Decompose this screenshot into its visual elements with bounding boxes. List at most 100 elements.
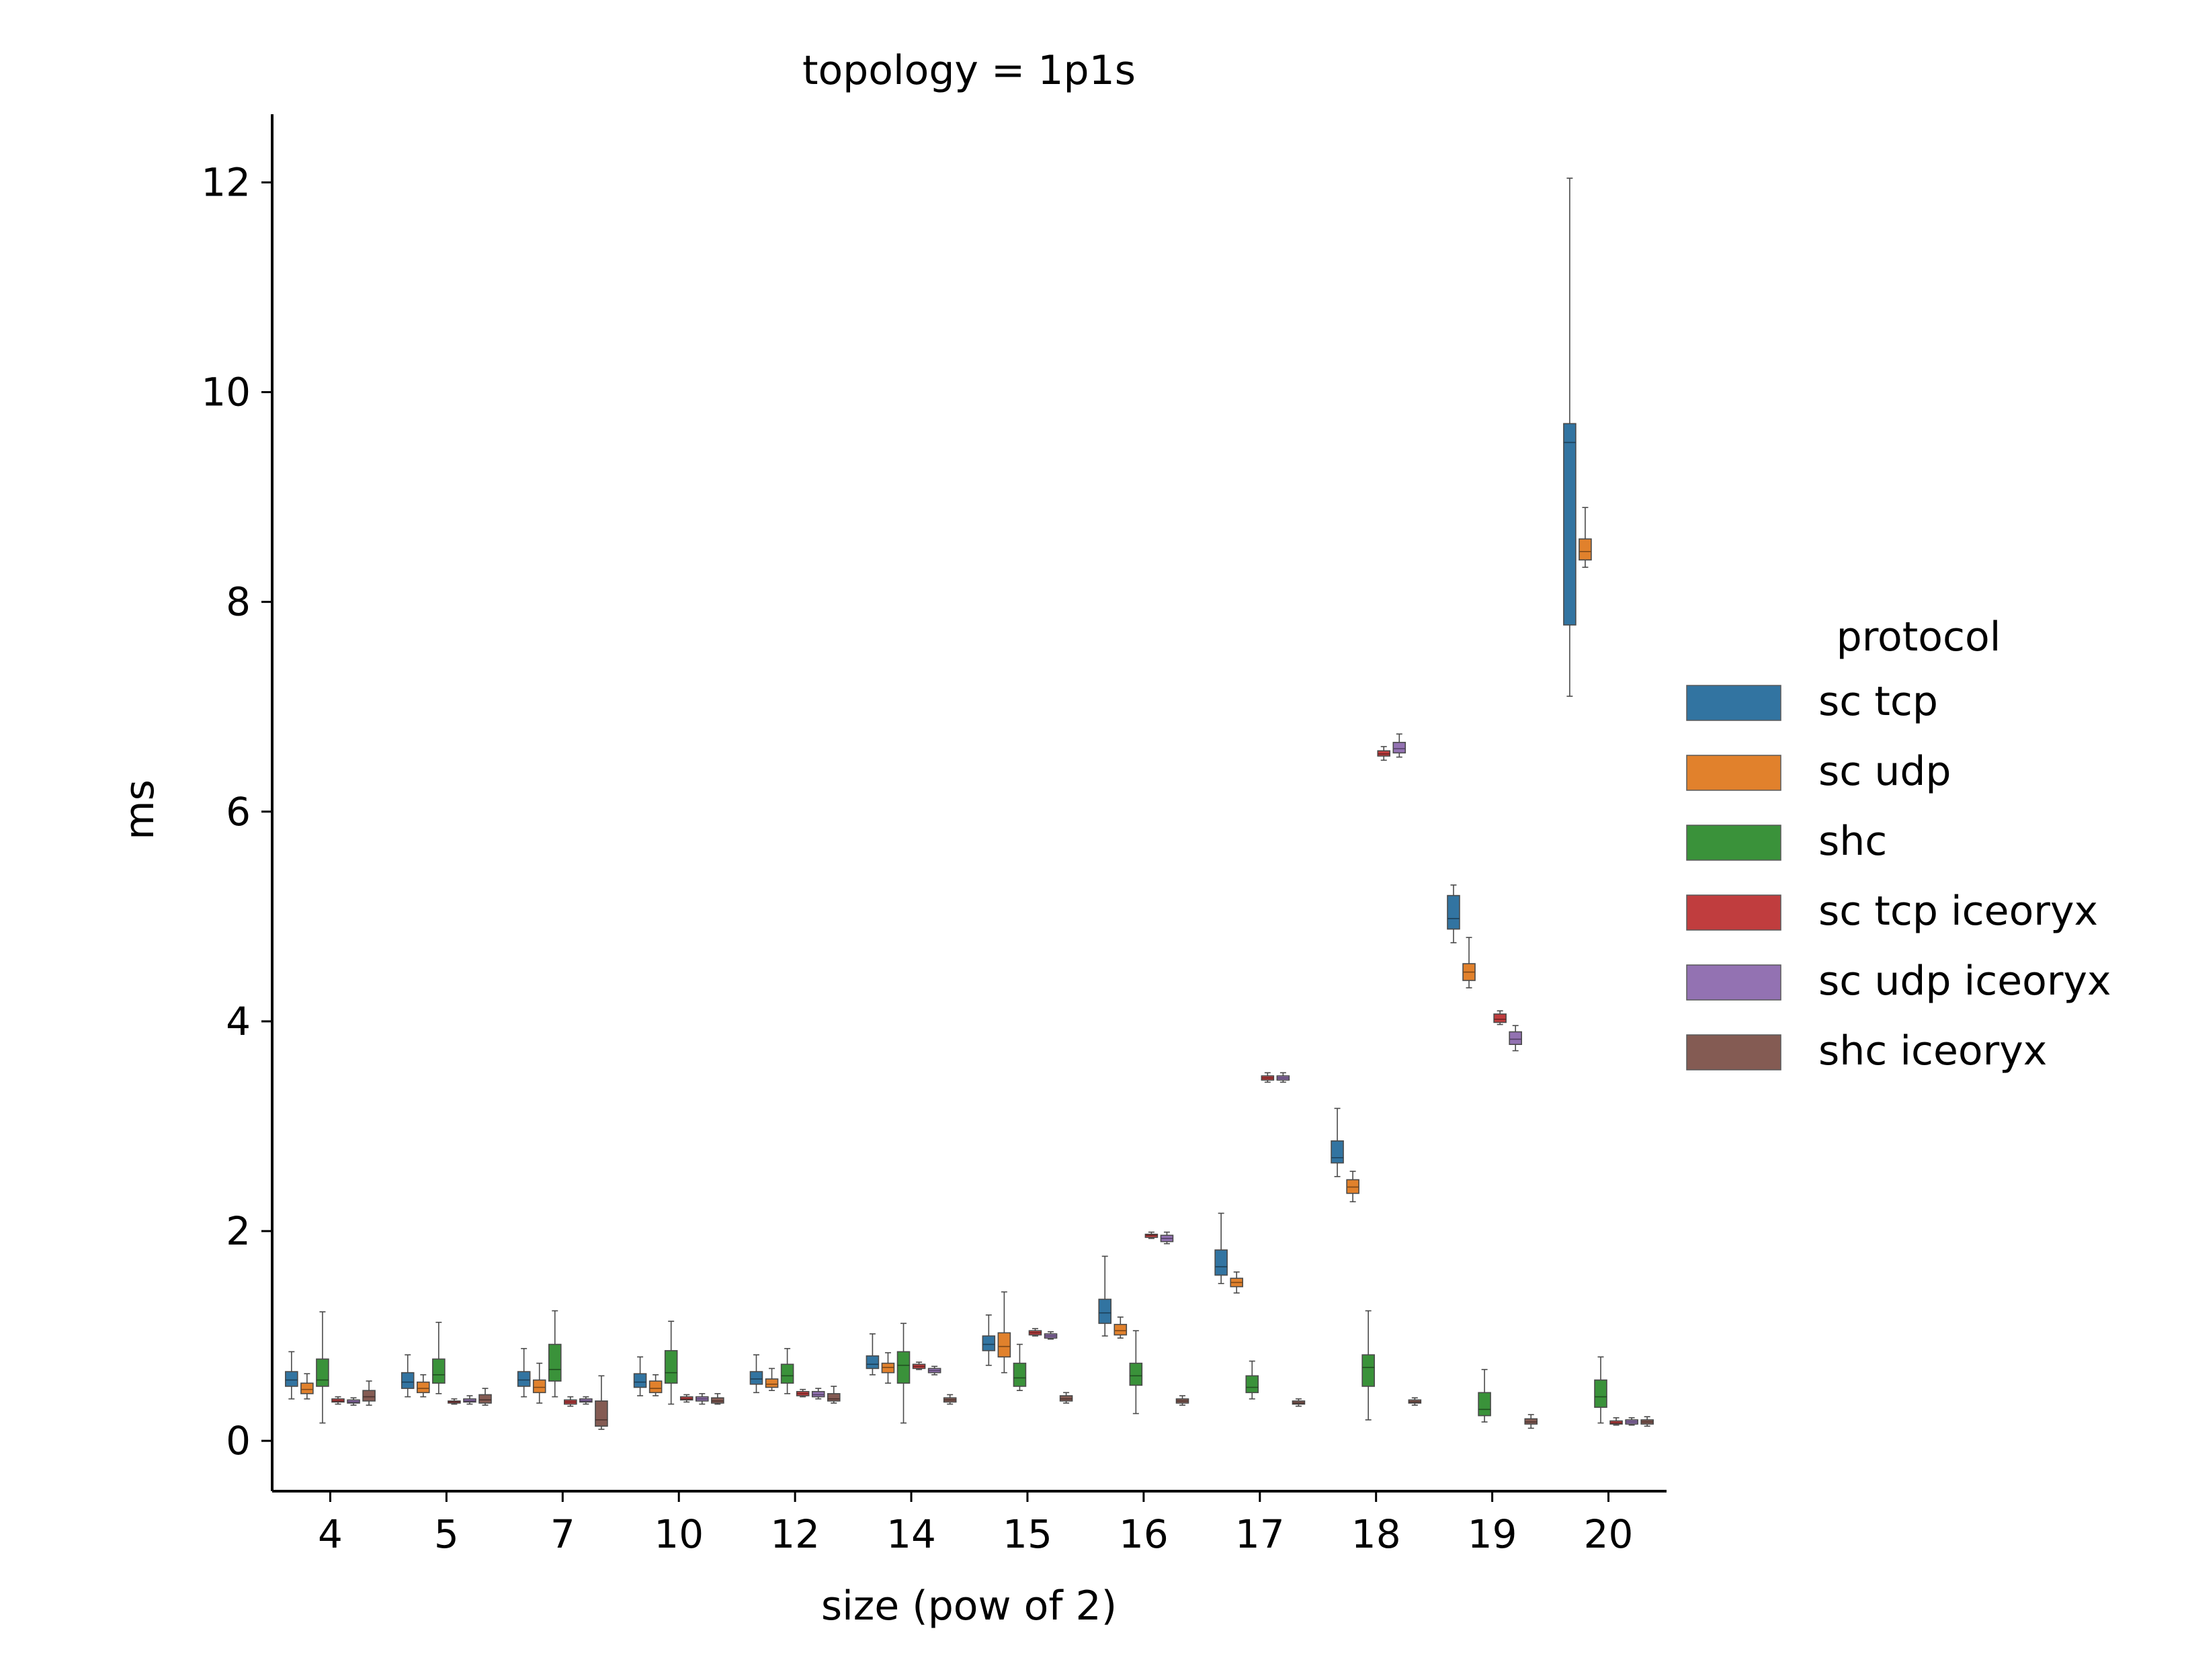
box-sc-udp-12 xyxy=(765,1368,779,1391)
box-body xyxy=(1509,1031,1522,1046)
box-shc-iceoryx-17 xyxy=(1292,1398,1306,1407)
box-sc-udp-iceoryx-10 xyxy=(696,1393,709,1405)
box-sc-tcp-iceoryx-17 xyxy=(1261,1072,1275,1083)
box-sc-tcp-iceoryx-16 xyxy=(1144,1231,1159,1239)
box-sc-tcp-18 xyxy=(1331,1107,1344,1177)
y-tick-label: 6 xyxy=(226,789,251,835)
box-sc-udp-iceoryx-16 xyxy=(1160,1231,1174,1245)
box-body xyxy=(316,1358,329,1387)
box-shc-iceoryx-12 xyxy=(827,1386,841,1404)
box-shc-14 xyxy=(896,1322,911,1424)
plot-area xyxy=(285,177,1654,1430)
box-sc-tcp-12 xyxy=(749,1354,763,1394)
box-sc-udp-iceoryx-18 xyxy=(1392,733,1406,758)
box-sc-tcp-iceoryx-10 xyxy=(679,1394,693,1403)
box-sc-tcp-iceoryx-7 xyxy=(564,1396,577,1407)
box-sc-udp-15 xyxy=(997,1291,1011,1374)
x-tick-label: 16 xyxy=(1119,1511,1169,1557)
box-sc-udp-16 xyxy=(1113,1316,1128,1339)
y-axis-label: ms xyxy=(116,780,163,840)
box-shc-12 xyxy=(780,1347,794,1394)
box-body xyxy=(1563,423,1577,626)
box-shc-15 xyxy=(1013,1343,1027,1391)
box-shc-16 xyxy=(1129,1330,1143,1415)
box-shc-5 xyxy=(432,1321,446,1394)
box-body xyxy=(1594,1379,1607,1408)
legend-swatch-sc-udp xyxy=(1686,755,1781,791)
box-sc-udp-20 xyxy=(1579,507,1592,568)
x-tick-label: 18 xyxy=(1351,1511,1401,1557)
box-sc-udp-18 xyxy=(1346,1171,1359,1203)
legend-swatch-sc-tcp xyxy=(1686,685,1781,721)
box-body xyxy=(648,1380,663,1394)
box-body xyxy=(401,1372,415,1389)
box-body xyxy=(362,1390,376,1402)
legend-swatch-sc-udp-iceoryx xyxy=(1686,964,1781,1001)
legend-label-sc-udp: sc udp xyxy=(1818,748,1951,795)
box-sc-udp-10 xyxy=(648,1374,663,1396)
box-shc-iceoryx-20 xyxy=(1640,1416,1654,1427)
chart-title: topology = 1p1s xyxy=(802,47,1136,94)
box-shc-4 xyxy=(316,1311,329,1424)
box-body xyxy=(982,1335,996,1351)
box-sc-udp-iceoryx-7 xyxy=(579,1396,593,1405)
box-body xyxy=(1493,1013,1507,1023)
box-body xyxy=(1447,894,1460,930)
box-body xyxy=(780,1363,794,1384)
box-sc-tcp-17 xyxy=(1214,1212,1228,1284)
x-tick-label: 15 xyxy=(1003,1511,1052,1557)
x-tick-label: 12 xyxy=(770,1511,820,1557)
box-sc-tcp-iceoryx-18 xyxy=(1377,746,1391,761)
box-body xyxy=(633,1373,647,1388)
box-sc-udp-iceoryx-20 xyxy=(1625,1417,1638,1426)
box-body xyxy=(664,1350,678,1384)
box-body xyxy=(997,1332,1011,1358)
box-body xyxy=(517,1371,531,1387)
box-sc-udp-iceoryx-4 xyxy=(347,1397,360,1406)
legend-title: protocol xyxy=(1837,614,2001,661)
box-body xyxy=(1098,1298,1112,1325)
legend: protocol sc tcp sc udp shc sc tcp iceoryx sc… xyxy=(1686,614,2111,1075)
box-sc-udp-14 xyxy=(881,1352,895,1384)
box-sc-udp-4 xyxy=(300,1373,314,1400)
legend-swatch-shc-iceoryx xyxy=(1686,1034,1781,1070)
box-sc-tcp-iceoryx-14 xyxy=(912,1361,926,1370)
box-sc-tcp-7 xyxy=(517,1347,531,1398)
box-shc-7 xyxy=(548,1310,562,1398)
box-body xyxy=(866,1355,880,1370)
x-tick-label: 10 xyxy=(654,1511,704,1557)
box-sc-udp-iceoryx-15 xyxy=(1044,1331,1058,1340)
y-tick-label: 10 xyxy=(201,370,251,415)
box-shc-17 xyxy=(1245,1360,1259,1400)
box-sc-udp-19 xyxy=(1462,937,1476,989)
box-body xyxy=(765,1378,779,1388)
box-sc-tcp-iceoryx-20 xyxy=(1609,1417,1623,1426)
box-shc-10 xyxy=(664,1320,678,1405)
legend-label-sc-tcp: sc tcp xyxy=(1818,678,1938,725)
box-body xyxy=(1331,1140,1344,1164)
box-shc-iceoryx-10 xyxy=(711,1393,724,1405)
box-body xyxy=(285,1371,298,1387)
x-tick-label: 14 xyxy=(886,1511,936,1557)
box-shc-iceoryx-7 xyxy=(595,1375,608,1430)
x-axis-label: size (pow of 2) xyxy=(821,1583,1117,1630)
box-sc-tcp-iceoryx-4 xyxy=(331,1396,345,1405)
box-sc-tcp-iceoryx-5 xyxy=(448,1398,461,1405)
legend-swatch-shc xyxy=(1686,825,1781,861)
box-body xyxy=(749,1371,763,1385)
legend-label-sc-udp-iceoryx: sc udp iceoryx xyxy=(1818,958,2111,1005)
y-tick-label: 2 xyxy=(226,1208,251,1254)
x-tick-label: 17 xyxy=(1235,1511,1285,1557)
box-body xyxy=(1214,1249,1228,1276)
y-axis-ticks: 0 2 4 6 8 10 12 xyxy=(201,159,272,1464)
box-sc-udp-iceoryx-5 xyxy=(463,1395,476,1405)
legend-swatch-sc-tcp-iceoryx xyxy=(1686,894,1781,931)
box-shc-iceoryx-14 xyxy=(943,1394,957,1405)
x-tick-label: 19 xyxy=(1468,1511,1517,1557)
x-tick-label: 20 xyxy=(1584,1511,1634,1557)
box-body xyxy=(1478,1392,1491,1417)
x-axis-ticks: 4 5 7 10 12 14 15 16 17 18 19 20 xyxy=(318,1491,1633,1557)
box-shc-18 xyxy=(1361,1310,1375,1421)
box-shc-iceoryx-4 xyxy=(362,1380,376,1406)
